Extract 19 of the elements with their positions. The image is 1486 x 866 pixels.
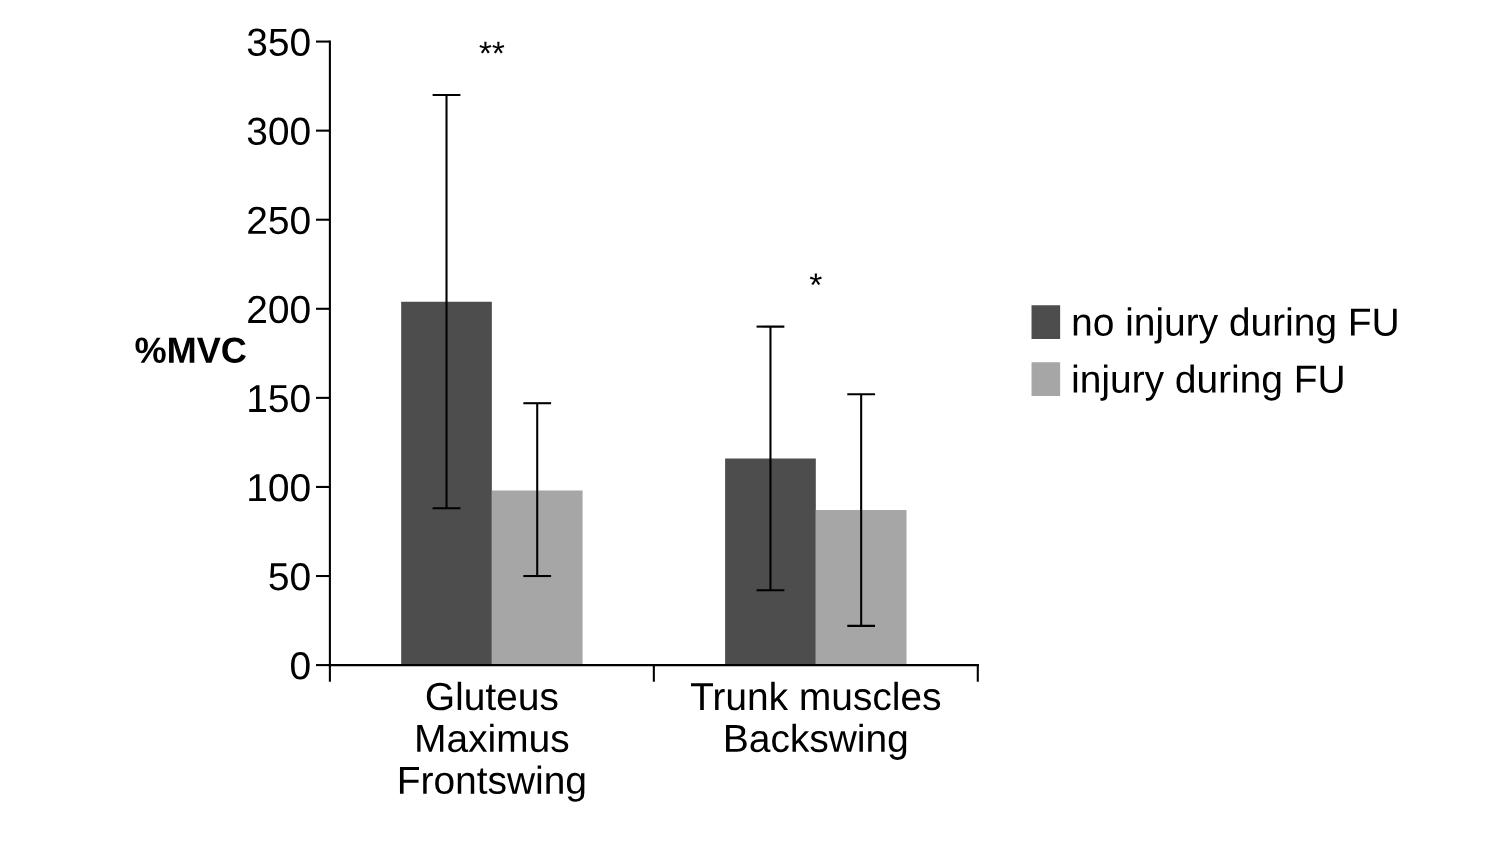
- bar: [725, 458, 816, 666]
- y-tick-label: 250: [248, 206, 310, 235]
- y-tick-label: 50: [269, 562, 310, 591]
- y-tick-label: 100: [249, 473, 310, 502]
- x-tick-label: Trunk muscles Backswing: [691, 681, 941, 760]
- y-tick-label: 200: [248, 295, 310, 324]
- annotation: **: [479, 41, 505, 54]
- bar: [491, 490, 583, 666]
- legend-label: no injury during FU: [1073, 307, 1397, 344]
- legend-label: injury during FU: [1073, 364, 1343, 401]
- y-tick-label: 300: [247, 117, 310, 146]
- bar: [401, 301, 492, 666]
- y-tick-label: 150: [249, 384, 310, 413]
- y-tick-label: 350: [247, 28, 310, 57]
- y-tick-label: 0: [291, 652, 310, 680]
- annotation: *: [809, 273, 822, 286]
- bar: [815, 510, 907, 666]
- y-axis-title: %MVC: [135, 337, 246, 364]
- x-tick-label: Gluteus Maximus Frontswing: [399, 681, 585, 802]
